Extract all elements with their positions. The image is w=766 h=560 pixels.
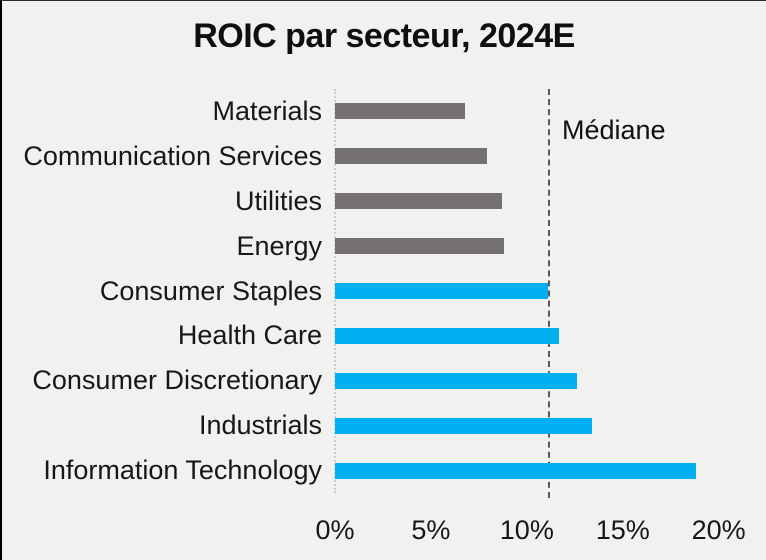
bar-information-technology (335, 462, 696, 479)
chart-title: ROIC par secteur, 2024E (193, 17, 575, 55)
category-label-energy: Energy (236, 230, 322, 261)
x-tick-label-20: 20% (691, 515, 746, 545)
bar-utilities (335, 193, 502, 210)
category-label-industrials: Industrials (198, 410, 322, 441)
category-label-information-technology: Information Technology (43, 455, 322, 486)
x-tick-label-10: 10% (499, 515, 554, 545)
x-tick-label-5: 5% (411, 515, 451, 545)
bar-health-care (335, 327, 560, 344)
bar-consumer-staples (335, 283, 548, 299)
median-label: Médiane (562, 115, 666, 145)
plot-area: Médiane (334, 89, 766, 498)
category-label-materials: Materials (212, 96, 322, 126)
category-label-health-care: Health Care (177, 320, 322, 351)
x-tick-label-0: 0% (315, 515, 355, 545)
bar-industrials (335, 417, 593, 434)
median-line (547, 89, 550, 498)
bar-energy (335, 238, 504, 255)
bar-consumer-discretionary (335, 372, 577, 389)
x-tick-label-15: 15% (595, 515, 650, 545)
category-label-consumer-discretionary: Consumer Discretionary (32, 365, 322, 396)
category-axis: Materials Communication Services Utilities… (2, 1, 322, 560)
bar-materials (335, 103, 466, 120)
category-label-utilities: Utilities (234, 185, 322, 216)
bar-communication-services (335, 148, 487, 165)
x-axis: 0% 5% 10% 15% 20% (315, 515, 766, 551)
category-label-communication-services: Communication Services (23, 140, 322, 171)
category-label-consumer-staples: Consumer Staples (99, 275, 322, 306)
